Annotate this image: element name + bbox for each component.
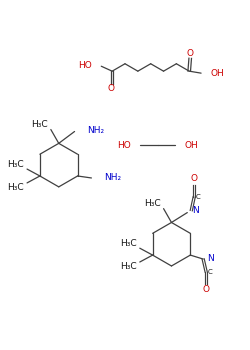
Text: N: N [192,206,199,215]
Text: H₃C: H₃C [120,239,137,248]
Text: O: O [191,174,198,183]
Text: NH₂: NH₂ [104,174,122,182]
Text: HO: HO [117,141,131,150]
Text: O: O [187,49,194,58]
Text: OH: OH [184,141,198,150]
Text: H₃C: H₃C [144,199,160,208]
Text: NH₂: NH₂ [88,126,104,135]
Text: O: O [108,84,115,93]
Text: H₃C: H₃C [120,262,137,272]
Text: HO: HO [78,61,92,70]
Text: N: N [207,253,214,262]
Text: H₃C: H₃C [31,120,48,129]
Text: OH: OH [211,69,225,78]
Text: H₃C: H₃C [8,183,24,192]
Text: C: C [207,269,212,275]
Text: H₃C: H₃C [8,160,24,169]
Text: C: C [195,194,200,200]
Text: O: O [203,285,210,294]
